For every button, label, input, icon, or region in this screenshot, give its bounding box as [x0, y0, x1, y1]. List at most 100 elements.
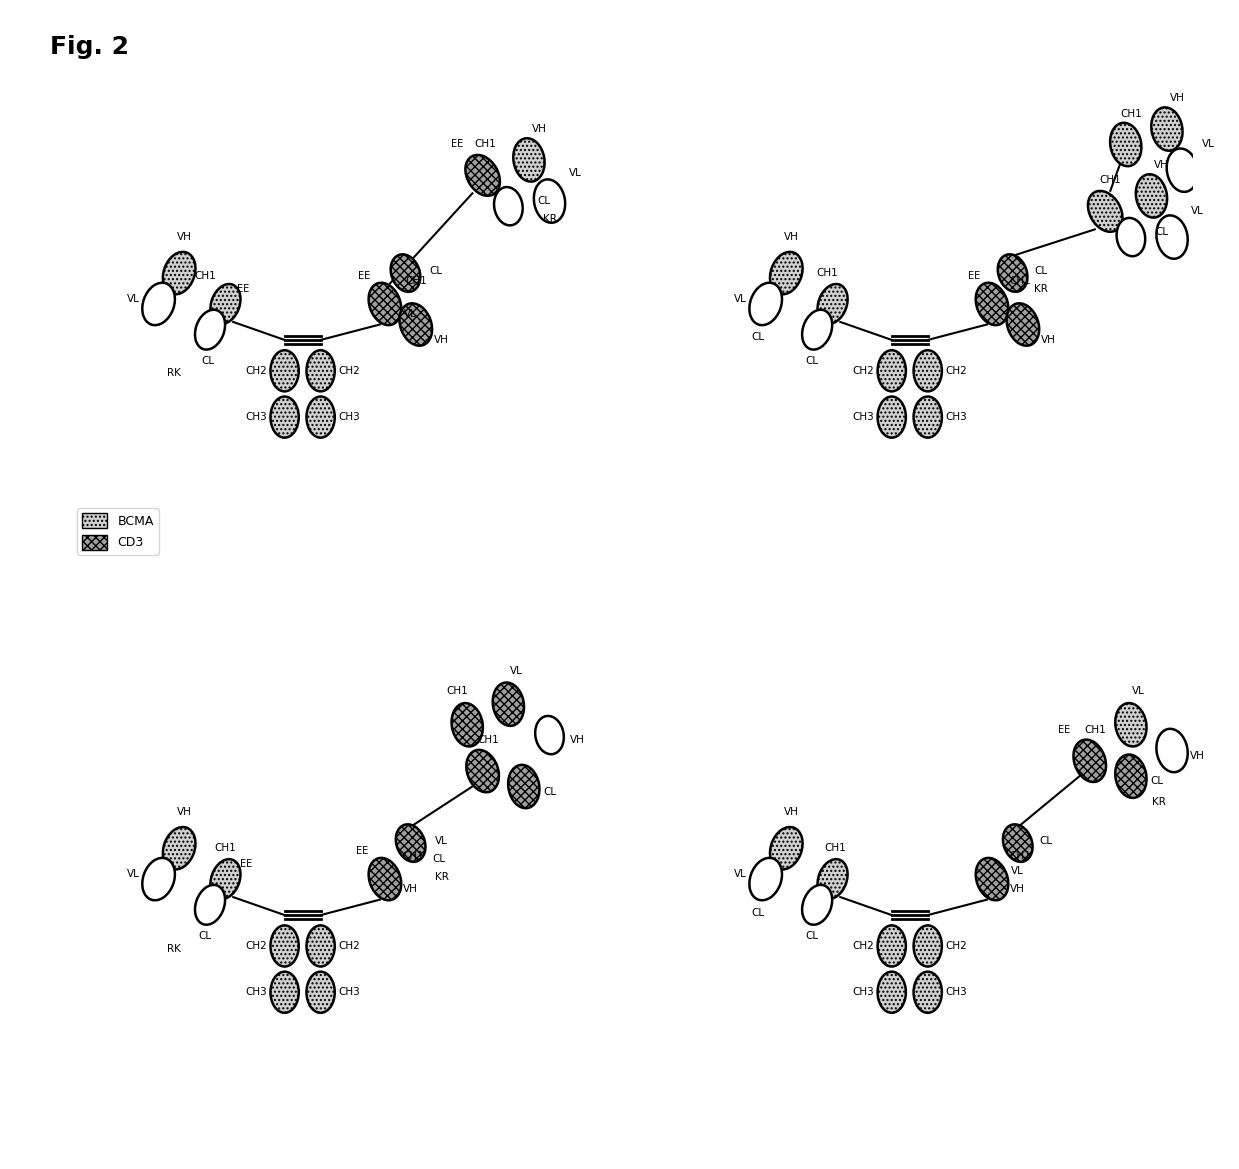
Text: VL: VL [1011, 866, 1025, 877]
Text: CH3: CH3 [945, 988, 966, 997]
Text: CL: CL [805, 355, 819, 366]
Text: CL: CL [805, 931, 819, 941]
Ellipse shape [1002, 824, 1032, 862]
Ellipse shape [535, 715, 564, 754]
Text: EE: EE [968, 271, 980, 281]
Ellipse shape [1136, 174, 1167, 217]
Text: CL: CL [1035, 265, 1047, 276]
Ellipse shape [1116, 217, 1145, 256]
Ellipse shape [975, 283, 1009, 325]
Text: CH2: CH2 [338, 366, 359, 375]
Text: CH3: CH3 [338, 988, 359, 997]
Text: EE: EE [451, 139, 463, 150]
Ellipse shape [390, 255, 420, 292]
Ellipse shape [1167, 148, 1198, 192]
Text: VH: VH [1191, 750, 1206, 761]
Ellipse shape [494, 187, 523, 226]
Ellipse shape [1156, 728, 1188, 773]
Text: EE: EE [1058, 725, 1070, 735]
Ellipse shape [750, 283, 782, 325]
Ellipse shape [818, 284, 847, 324]
Ellipse shape [877, 971, 906, 1012]
Text: CL: CL [432, 853, 446, 864]
Text: VL: VL [569, 168, 581, 178]
Text: CH2: CH2 [245, 366, 268, 375]
Ellipse shape [466, 749, 499, 793]
Text: KR: KR [1035, 284, 1048, 293]
Ellipse shape [395, 824, 425, 862]
Text: CH2: CH2 [245, 941, 268, 950]
Ellipse shape [913, 926, 942, 967]
Text: VH: VH [784, 233, 799, 242]
Ellipse shape [451, 703, 483, 747]
Ellipse shape [306, 926, 335, 967]
Text: CH1: CH1 [1099, 175, 1121, 186]
Ellipse shape [368, 283, 401, 325]
Text: CH3: CH3 [852, 988, 875, 997]
Ellipse shape [306, 971, 335, 1012]
Text: CH1: CH1 [477, 735, 498, 745]
Text: CL: CL [1040, 836, 1053, 845]
Text: CH1: CH1 [446, 686, 468, 697]
Text: CH1: CH1 [1010, 851, 1031, 860]
Ellipse shape [211, 284, 240, 324]
Ellipse shape [162, 826, 196, 870]
Text: CH3: CH3 [852, 413, 875, 422]
Ellipse shape [270, 396, 299, 437]
Text: CH1: CH1 [1084, 725, 1105, 735]
Text: EE: EE [238, 284, 249, 293]
Text: VL: VL [1202, 139, 1214, 150]
Text: KR: KR [543, 214, 556, 224]
Text: CH3: CH3 [338, 413, 359, 422]
Ellipse shape [913, 971, 942, 1012]
Text: CH2: CH2 [945, 366, 966, 375]
Ellipse shape [769, 251, 803, 295]
Text: VH: VH [177, 808, 192, 817]
Ellipse shape [802, 885, 833, 925]
Text: VH: VH [570, 735, 585, 745]
Ellipse shape [270, 351, 299, 392]
Text: CH1: CH1 [1010, 276, 1031, 285]
Ellipse shape [975, 858, 1009, 900]
Text: CH1: CH1 [195, 271, 216, 281]
Ellipse shape [466, 155, 499, 195]
Ellipse shape [162, 251, 196, 295]
Text: CL: CL [1150, 776, 1163, 787]
Text: CH3: CH3 [945, 413, 966, 422]
Ellipse shape [997, 255, 1027, 292]
Ellipse shape [534, 179, 565, 223]
Text: CH1: CH1 [405, 276, 426, 285]
Ellipse shape [1073, 740, 1106, 782]
Ellipse shape [195, 885, 225, 925]
Ellipse shape [270, 971, 299, 1012]
Ellipse shape [493, 683, 524, 726]
Text: RK: RK [167, 943, 181, 954]
Text: CL: CL [201, 355, 214, 366]
Text: VL: VL [126, 869, 139, 879]
Legend: BCMA, CD3: BCMA, CD3 [77, 509, 159, 555]
Text: KR: KR [1152, 797, 1166, 807]
Text: VL: VL [126, 293, 139, 304]
Text: CH1: CH1 [214, 843, 237, 853]
Text: EE: EE [358, 271, 370, 281]
Ellipse shape [1115, 703, 1146, 747]
Text: CL: CL [751, 332, 764, 343]
Text: VL: VL [435, 836, 449, 845]
Ellipse shape [513, 138, 545, 181]
Text: Fig. 2: Fig. 2 [50, 35, 129, 60]
Ellipse shape [195, 310, 225, 350]
Text: VL: VL [733, 293, 746, 304]
Ellipse shape [508, 765, 539, 808]
Text: CL: CL [751, 907, 764, 918]
Text: CL: CL [538, 196, 551, 206]
Text: VL: VL [1132, 686, 1145, 697]
Ellipse shape [399, 303, 432, 346]
Text: CH2: CH2 [338, 941, 359, 950]
Ellipse shape [306, 351, 335, 392]
Text: KR: KR [435, 872, 449, 881]
Text: VL: VL [404, 310, 418, 319]
Text: CH2: CH2 [852, 941, 875, 950]
Text: CH2: CH2 [852, 366, 875, 375]
Text: EE: EE [240, 859, 253, 869]
Ellipse shape [818, 859, 847, 899]
